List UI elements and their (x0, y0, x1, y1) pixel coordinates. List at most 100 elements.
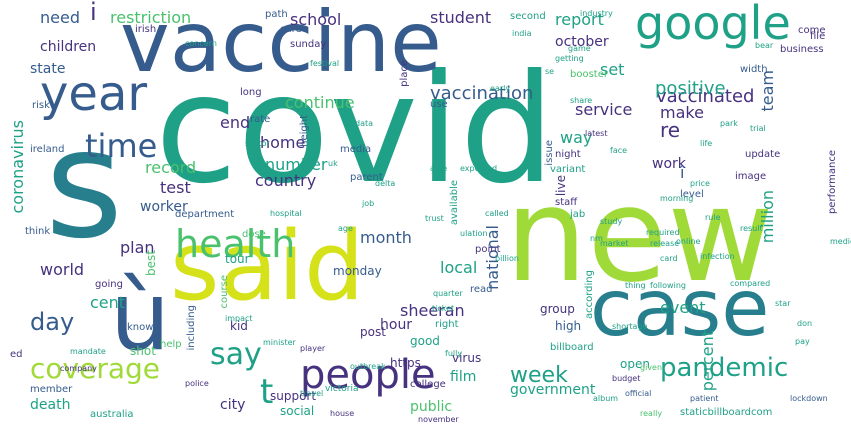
word-i: i (90, 0, 97, 26)
word-travel: travel (300, 389, 324, 398)
word-shortage: shortage (612, 322, 648, 331)
word-restriction: restriction (110, 8, 192, 27)
word-market: market (600, 239, 629, 248)
word-business: business (780, 44, 824, 55)
word-day: day (30, 308, 75, 336)
word-think: think (25, 226, 51, 237)
word-october: october (555, 34, 609, 50)
word-home: home (260, 133, 306, 152)
word-city: city (220, 397, 246, 413)
word-said: said (170, 212, 365, 322)
word-delta: delta (375, 179, 396, 188)
word-good: good (410, 334, 440, 348)
word-ed: ed (10, 349, 23, 360)
word-rule: rule (705, 213, 721, 222)
word-job: job (362, 199, 375, 208)
word-dose: dose (242, 229, 266, 240)
word-don: don (797, 319, 813, 328)
word-india: india (512, 29, 532, 38)
word-way: way (560, 128, 593, 147)
word-high: high (555, 319, 582, 333)
word-t: t (260, 372, 274, 412)
word-say: say (210, 337, 262, 372)
word-public: public (410, 399, 453, 415)
word-s: s (45, 98, 124, 272)
word-trust: trust (425, 214, 444, 223)
word-new: new (505, 159, 774, 311)
word-come: come (798, 25, 826, 36)
word-concern: concern (185, 39, 217, 48)
word-player: player (300, 344, 326, 353)
word-monday: monday (333, 264, 382, 278)
word-medical: medical (830, 237, 851, 246)
word-result: result (740, 224, 763, 233)
word-google: google (635, 0, 791, 50)
word-vaccinated: vaccinated (656, 86, 755, 107)
word-second: second (510, 11, 546, 22)
word-plan: plan (120, 238, 155, 257)
word-house: house (330, 409, 355, 418)
word-world: world (40, 260, 85, 279)
word-support: support (270, 389, 317, 403)
word-police: police (185, 379, 209, 388)
word-early: early (490, 84, 511, 93)
word-local: local (440, 258, 478, 277)
word-time: time (85, 127, 158, 165)
word-patient: patient (690, 394, 719, 403)
word-industry: industry (580, 9, 613, 18)
word-including: including (186, 305, 197, 351)
word-staticbillboardcom: staticbillboardcom (680, 407, 773, 418)
word-going: going (95, 279, 123, 290)
word-company: company (60, 364, 97, 373)
word-children: children (40, 39, 97, 55)
word-rate: rate (250, 114, 271, 125)
word-life: life (700, 139, 713, 148)
word-place: place (399, 60, 410, 87)
word-group: group (540, 302, 575, 316)
word-latest: latest (585, 129, 608, 138)
word-post: post (360, 325, 386, 339)
word-available: available (449, 180, 460, 226)
word-jab: jab (570, 209, 586, 220)
word-expected: expected (460, 164, 498, 173)
word-morning: morning (660, 194, 694, 203)
word-live: live (554, 175, 568, 197)
word-official: official (625, 389, 652, 398)
word-uk: uk (328, 159, 338, 168)
word-help: help (160, 339, 182, 350)
word-set: set (600, 60, 625, 79)
word-release: release (650, 239, 680, 248)
word-work: work (652, 156, 686, 172)
word-film: film (450, 369, 477, 385)
word-game: game (568, 44, 591, 53)
word-college: college (410, 379, 446, 390)
word-share: share (570, 96, 593, 105)
word-following: following (650, 281, 686, 290)
word-required: required (646, 228, 680, 237)
word-online: online (676, 237, 701, 246)
word-department: department (175, 209, 235, 220)
word-price: price (690, 179, 710, 188)
word-state: state (30, 61, 66, 77)
word-age: age (338, 224, 353, 233)
word-image: image (735, 171, 767, 182)
word-infection: infection (700, 252, 735, 261)
word-service: service (575, 100, 633, 119)
word-path: path (265, 9, 288, 20)
word-hospital: hospital (270, 209, 302, 218)
word-ulation: ulation (460, 229, 488, 238)
word-victoria: victoria (325, 384, 359, 394)
word-school: school (290, 10, 342, 29)
word-update: update (745, 149, 781, 160)
word-level: level (680, 189, 704, 200)
word-ireland: ireland (30, 144, 65, 155)
word-vaccine: vaccine (120, 0, 442, 91)
word-worker: worker (140, 199, 188, 215)
word-mandate: mandate (70, 347, 106, 356)
word-thing: thing (625, 281, 646, 290)
word-pandemic: pandemic (660, 353, 789, 383)
word-park: park (720, 119, 738, 128)
word-tour: tour (225, 252, 250, 266)
word-sheeran: sheeran (400, 301, 465, 320)
